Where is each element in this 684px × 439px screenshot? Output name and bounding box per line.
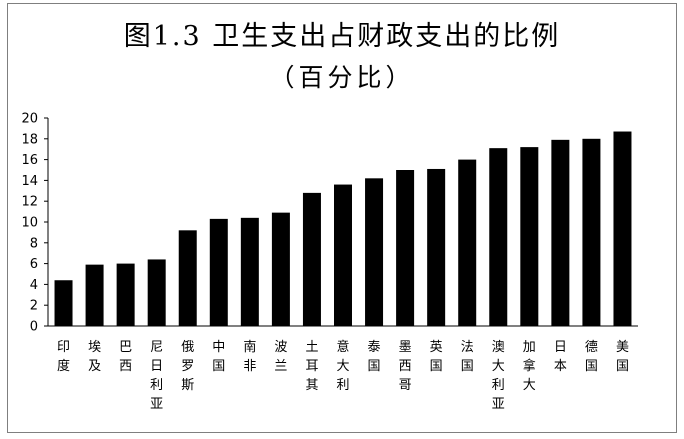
bar	[178, 230, 197, 326]
category-label: 其	[305, 378, 318, 393]
category-label: 法	[461, 340, 474, 355]
category-label: 国	[368, 359, 381, 374]
category-label: 波	[274, 340, 287, 355]
bar	[85, 264, 104, 326]
y-tick-label: 2	[30, 299, 38, 314]
bar	[147, 259, 166, 326]
bar	[54, 280, 73, 326]
category-label: 拿	[523, 358, 536, 374]
category-label: 度	[57, 358, 70, 374]
category-label: 国	[616, 359, 629, 374]
category-label: 埃	[88, 340, 101, 355]
y-tick-label: 14	[21, 174, 38, 189]
category-label: 尼	[150, 340, 163, 355]
category-label: 大	[336, 359, 349, 374]
x-axis-labels: 印度埃及巴西尼日利亚俄罗斯中国南非波兰土耳其意大利泰国墨西哥英国法国澳大利亚加拿…	[57, 339, 629, 412]
category-label: 本	[554, 359, 567, 374]
bar	[489, 148, 508, 326]
category-label: 斯	[181, 378, 194, 393]
category-label: 墨	[399, 340, 412, 355]
bars	[54, 131, 632, 326]
category-label: 印	[57, 340, 70, 355]
bar	[240, 217, 259, 326]
bar	[334, 184, 352, 326]
category-label: 西	[399, 359, 412, 374]
category-label: 中	[212, 340, 225, 355]
category-label: 日	[554, 340, 567, 355]
category-label: 国	[585, 359, 598, 374]
bar	[582, 138, 601, 326]
y-tick-label: 12	[21, 195, 38, 210]
y-tick-label: 10	[21, 216, 38, 231]
category-label: 大	[523, 378, 536, 393]
chart-subtitle: （百分比）	[269, 63, 415, 92]
bar	[551, 139, 570, 326]
category-label: 德	[585, 340, 598, 355]
bar	[396, 170, 415, 326]
category-label: 意	[336, 339, 349, 355]
chart-title: 图1.3 卫生支出占财政支出的比例	[123, 21, 561, 52]
category-label: 泰	[368, 340, 381, 355]
bar	[116, 263, 135, 326]
category-label: 及	[88, 359, 101, 374]
bar	[520, 147, 539, 326]
bar	[458, 159, 477, 326]
category-label: 西	[119, 359, 132, 374]
category-label: 哥	[399, 378, 412, 393]
y-tick-label: 8	[30, 236, 38, 251]
y-tick-label: 0	[30, 320, 38, 335]
category-label: 南	[243, 339, 256, 355]
category-label: 兰	[274, 359, 287, 374]
y-tick-label: 6	[30, 257, 38, 272]
category-label: 国	[430, 359, 443, 374]
category-label: 非	[243, 359, 256, 374]
category-label: 利	[150, 378, 163, 393]
category-label: 俄	[181, 340, 194, 355]
category-label: 亚	[150, 397, 163, 412]
category-label: 利	[336, 378, 349, 393]
category-label: 日	[150, 359, 163, 374]
category-label: 亚	[492, 397, 505, 412]
category-label: 国	[461, 359, 474, 374]
y-axis-ticks: 0 2 4 6 8 10 12 14 16 18 20	[21, 112, 48, 335]
category-label: 利	[492, 378, 505, 393]
category-label: 大	[492, 359, 505, 374]
category-label: 英	[430, 340, 443, 355]
category-label: 罗	[181, 359, 194, 374]
category-label: 澳	[492, 339, 505, 355]
bar	[271, 212, 290, 326]
category-label: 国	[212, 359, 225, 374]
category-label: 巴	[119, 340, 132, 355]
bar	[613, 131, 632, 326]
bar	[302, 192, 321, 326]
bar	[209, 218, 228, 326]
y-tick-label: 18	[21, 132, 38, 147]
bar	[365, 178, 384, 326]
y-tick-label: 16	[21, 153, 38, 168]
y-tick-label: 4	[30, 278, 38, 293]
category-label: 加	[523, 340, 536, 355]
y-tick-label: 20	[21, 112, 38, 127]
category-label: 土	[305, 340, 318, 355]
bar	[427, 168, 446, 326]
category-label: 耳	[305, 359, 318, 374]
category-label: 美	[616, 340, 629, 355]
